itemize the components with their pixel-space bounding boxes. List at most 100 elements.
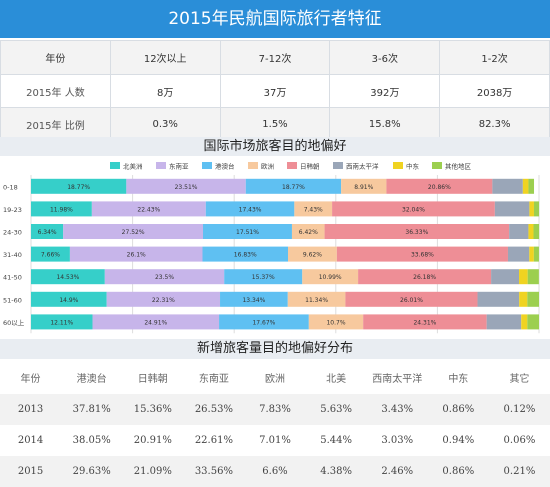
table-row: 2013 37.81% 15.36% 26.53% 7.83% 5.63% 3.… <box>0 394 550 425</box>
legend-label: 北美洲 <box>123 162 143 171</box>
bar-segment <box>245 178 342 194</box>
data-label: 18.77% <box>67 184 90 191</box>
data-label: 10.7% <box>326 319 345 326</box>
data-label: 7.66% <box>41 252 60 259</box>
bar-segment <box>533 224 540 239</box>
bar-segment <box>519 291 528 307</box>
bar-segment <box>31 224 64 239</box>
bar-segment <box>126 178 246 194</box>
data-label: 11.98% <box>50 206 73 213</box>
table-cell: 2.46% <box>366 456 428 487</box>
header-cell: 12次以上 <box>109 40 221 75</box>
table-cell: 3.43% <box>366 394 428 425</box>
header-cell: 其它 <box>488 360 550 394</box>
bar-segment <box>528 224 534 239</box>
stacked-bar-chart: 北美洲 东南亚 港澳台 欧洲 日韩朝 西南太平洋 中东 其他地区 0-18 18.77% 23.51… <box>3 162 540 334</box>
table-cell: 0.86% <box>427 456 489 487</box>
table-cell: 7.83% <box>244 394 306 425</box>
bar-segment <box>494 201 530 217</box>
table-cell: 5.44% <box>305 425 367 456</box>
row-label: 2015 <box>0 456 62 487</box>
table-cell: 0.21% <box>488 456 550 487</box>
bar-segment <box>507 246 530 262</box>
legend-swatch <box>287 162 297 169</box>
data-label: 13.34% <box>242 297 265 304</box>
data-label: 15.37% <box>252 274 275 281</box>
bar-segment <box>31 178 127 194</box>
data-label: 26.1% <box>127 252 146 259</box>
legend-swatch <box>110 162 120 169</box>
table-cell: 33.56% <box>183 456 245 487</box>
bar-segment <box>527 291 539 307</box>
header-cell: 1-2次 <box>439 40 550 75</box>
bar-segment <box>324 224 510 239</box>
bar-segment <box>522 178 529 194</box>
table-cell: 6.6% <box>244 456 306 487</box>
bar-segment <box>106 291 221 307</box>
bar-segment <box>491 269 520 285</box>
header-cell: 东南亚 <box>183 360 245 394</box>
legend-label: 其他地区 <box>445 162 472 171</box>
legend-swatch <box>156 162 166 169</box>
table-cell: 4.38% <box>305 456 367 487</box>
bar-segment <box>332 201 495 217</box>
bar-segment <box>91 201 206 217</box>
data-label: 12.11% <box>50 319 73 326</box>
table-cell: 38.05% <box>61 425 123 456</box>
bar-segment <box>302 269 359 285</box>
data-label: 11.34% <box>305 297 328 304</box>
table-cell: 82.3% <box>439 107 550 141</box>
data-label: 18.77% <box>282 184 305 191</box>
data-label: 14.53% <box>56 274 79 281</box>
legend-swatch <box>393 162 403 169</box>
header-cell: 西南太平洋 <box>366 360 428 394</box>
header-cell: 日韩朝 <box>122 360 184 394</box>
table-cell: 29.63% <box>61 456 123 487</box>
header-cell: 欧洲 <box>244 360 306 394</box>
header-cell: 7-12次 <box>219 40 331 75</box>
bar-segment <box>219 314 309 330</box>
legend-label: 港澳台 <box>215 162 235 171</box>
bar-segment <box>205 201 295 217</box>
bar-segment <box>386 178 493 194</box>
category-label: 60以上 <box>3 318 25 327</box>
bar-segment <box>63 224 204 239</box>
legend-label: 中东 <box>406 162 420 171</box>
bar-segment <box>31 201 92 217</box>
data-label: 7.43% <box>304 206 323 213</box>
header-cell: 中东 <box>427 360 489 394</box>
table-cell: 37万 <box>219 74 331 108</box>
category-label: 0-18 <box>3 183 18 191</box>
table-cell: 5.63% <box>305 394 367 425</box>
header-cell: 年份 <box>0 360 62 394</box>
data-label: 9.62% <box>303 252 322 259</box>
row-label: 2015年 比例 <box>0 107 111 141</box>
chart-section-title: 国际市场旅客目的地偏好 <box>0 137 550 156</box>
data-label: 17.67% <box>252 319 275 326</box>
table-cell: 0.3% <box>109 107 221 141</box>
table-cell: 22.61% <box>183 425 245 456</box>
table-cell: 8万 <box>109 74 221 108</box>
table-cell: 3.03% <box>366 425 428 456</box>
bar-segment <box>31 246 70 262</box>
table-cell: 1.5% <box>219 107 331 141</box>
category-label: 31-40 <box>3 251 22 259</box>
bar-segment <box>220 291 288 307</box>
data-label: 27.52% <box>122 229 145 236</box>
data-label: 14.9% <box>59 297 78 304</box>
bar-segment <box>202 246 288 262</box>
table-row: 2015年 人数 8万 37万 392万 2038万 <box>0 74 550 108</box>
bar-segment <box>527 269 539 285</box>
data-label: 22.31% <box>152 297 175 304</box>
table-row: 2014 38.05% 20.91% 22.61% 7.01% 5.44% 3.… <box>0 425 550 456</box>
row-label: 2015年 人数 <box>0 74 111 108</box>
data-label: 36.33% <box>405 229 428 236</box>
bar-segment <box>287 246 337 262</box>
legend-label: 欧洲 <box>261 162 274 171</box>
share-table: 年份 港澳台 日韩朝 东南亚 欧洲 北美 西南太平洋 中东 其它 2013 37… <box>0 360 550 487</box>
table-header-row: 年份 12次以上 7-12次 3-6次 1-2次 <box>0 40 550 75</box>
table-cell: 37.81% <box>61 394 123 425</box>
legend-label: 东南亚 <box>169 162 189 171</box>
bar-segment <box>104 269 225 285</box>
data-label: 26.18% <box>413 274 436 281</box>
